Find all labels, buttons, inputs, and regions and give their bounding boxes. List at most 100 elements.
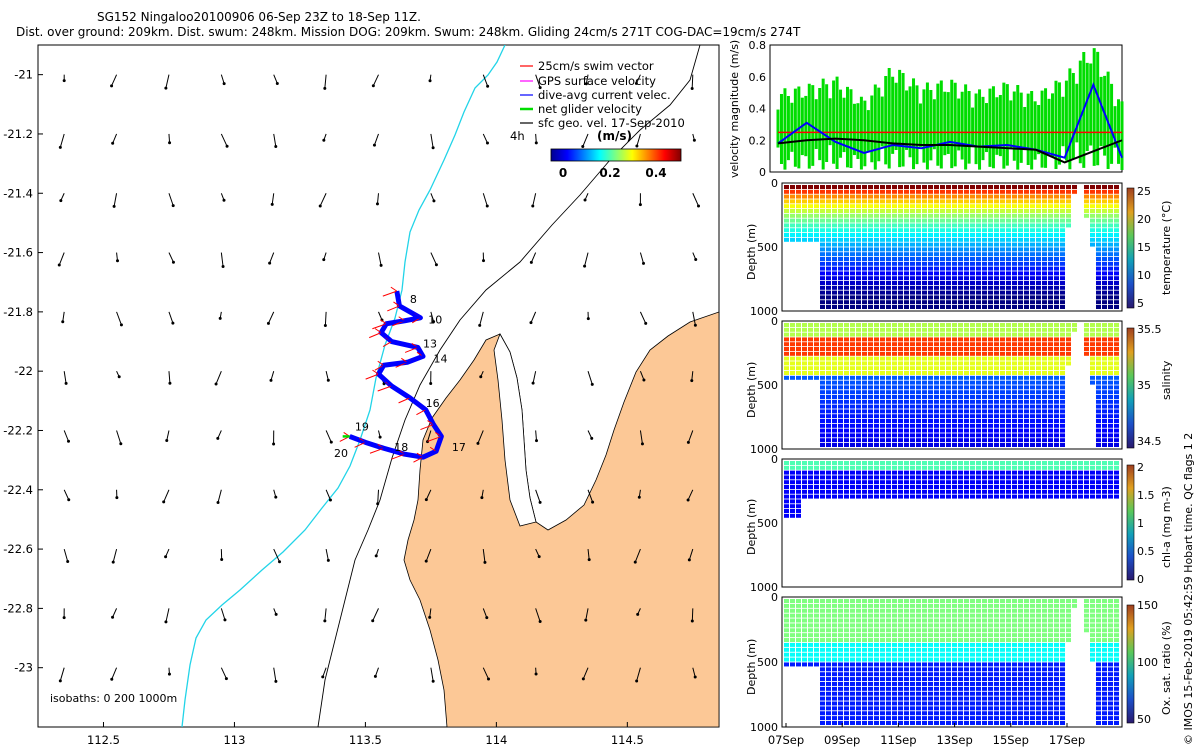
section-cell (982, 475, 987, 480)
map-ytick-label: -23 (14, 661, 33, 675)
section-cell (976, 642, 981, 647)
section-cell (1108, 686, 1113, 691)
section-cell (994, 356, 999, 361)
section-cell (796, 194, 801, 199)
section-cell (958, 461, 963, 465)
section-cell (1090, 465, 1095, 470)
section-cell (1006, 667, 1011, 672)
section-cell (862, 213, 867, 218)
section-cell (1006, 404, 1011, 409)
section-cell (820, 247, 825, 252)
section-cell (862, 371, 867, 375)
section-cell (1108, 608, 1113, 613)
section-cell (880, 290, 885, 295)
current-arrow-head (431, 679, 435, 683)
section-cell (820, 642, 825, 647)
section-cell (820, 409, 825, 414)
section-cell (940, 332, 945, 337)
section-cell (1036, 252, 1041, 257)
section-cell (994, 438, 999, 443)
section-cell (982, 395, 987, 399)
section-cell (1024, 681, 1029, 686)
section-cell (910, 443, 915, 447)
section-cell (1114, 706, 1119, 711)
section-cell (1096, 385, 1101, 390)
section-cell (880, 300, 885, 305)
section-cell (1042, 237, 1047, 242)
section-cell (964, 633, 969, 638)
section-cell (826, 721, 831, 725)
section-cell (892, 423, 897, 428)
current-arrow-head (590, 382, 594, 386)
panel-ytick-label: 1000 (750, 305, 778, 318)
section-cell (862, 399, 867, 404)
section-cell (940, 647, 945, 652)
section-cell (910, 189, 915, 194)
section-cell (1036, 599, 1041, 603)
current-arrow-head (66, 439, 70, 443)
section-cell (1096, 706, 1101, 711)
section-cell (1114, 475, 1119, 480)
section-cell (838, 213, 843, 218)
section-cell (1096, 194, 1101, 199)
section-cell (898, 261, 903, 266)
current-arrow-head (62, 616, 66, 620)
current-arrow-head (697, 204, 701, 208)
section-cell (958, 711, 963, 716)
section-cell (892, 281, 897, 285)
section-cell (952, 465, 957, 470)
section-cell (892, 603, 897, 608)
section-cell (1036, 706, 1041, 711)
section-cell (1096, 633, 1101, 638)
section-cell (1108, 285, 1113, 290)
section-cell (1078, 475, 1083, 480)
section-cell (1006, 337, 1011, 342)
section-cell (886, 423, 891, 428)
section-cell (958, 213, 963, 218)
section-cell (790, 465, 795, 470)
section-cell (1060, 638, 1065, 643)
section-cell (1096, 271, 1101, 276)
section-cell (826, 686, 831, 691)
current-arrow (482, 133, 488, 144)
section-cell (952, 380, 957, 385)
section-cell (988, 423, 993, 428)
section-cell (832, 701, 837, 706)
current-arrow-head (110, 84, 114, 88)
section-cell (952, 351, 957, 356)
current-arrow (530, 252, 537, 263)
section-cell (1042, 404, 1047, 409)
section-cell (940, 706, 945, 711)
section-cell (946, 480, 951, 485)
section-cell (790, 332, 795, 337)
section-cell (850, 652, 855, 657)
profile-panels: velocity magnitude (m/s) Depth (m) tempe… (728, 39, 1173, 747)
section-cell (1012, 433, 1017, 438)
section-cell (1060, 428, 1065, 433)
current-arrow-head (119, 323, 123, 327)
section-cell (976, 494, 981, 499)
section-cell (1114, 351, 1119, 356)
section-cell (922, 409, 927, 414)
section-cell (1054, 281, 1059, 285)
salinity-panel: Depth (m) salinity (745, 320, 1173, 450)
section-cell (904, 305, 909, 309)
current-arrow (168, 371, 171, 384)
section-cell (784, 475, 789, 480)
section-cell (844, 691, 849, 696)
section-cell (826, 696, 831, 701)
section-cell (874, 657, 879, 662)
section-cell (874, 185, 879, 189)
section-cell (1096, 489, 1101, 494)
section-cell (868, 385, 873, 390)
section-cell (820, 342, 825, 347)
section-cell (1108, 356, 1113, 361)
current-arrow-head (171, 204, 175, 208)
section-cell (964, 380, 969, 385)
section-cell (994, 257, 999, 261)
section-cell (1006, 485, 1011, 489)
section-cell (868, 204, 873, 209)
section-cell (988, 213, 993, 218)
section-cell (1108, 233, 1113, 237)
velocity-ylabel: velocity magnitude (m/s) (728, 40, 741, 178)
